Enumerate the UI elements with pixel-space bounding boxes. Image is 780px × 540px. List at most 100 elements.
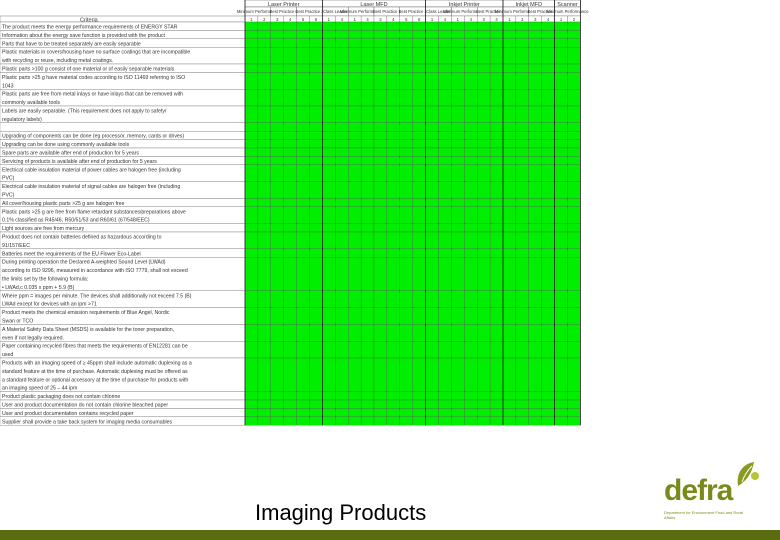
matrix-cell xyxy=(489,122,504,132)
matrix-cell xyxy=(335,231,349,249)
matrix-cell xyxy=(386,416,400,426)
matrix-cell xyxy=(528,416,542,426)
matrix-cell xyxy=(270,122,284,132)
matrix-cell xyxy=(309,198,323,207)
matrix-cell xyxy=(554,357,568,392)
matrix-cell xyxy=(296,156,310,165)
matrix-cell xyxy=(425,341,439,359)
matrix-cell xyxy=(515,30,529,39)
matrix-cell xyxy=(502,206,517,224)
matrix-cell xyxy=(270,416,284,426)
matrix-cell xyxy=(360,63,375,73)
matrix-cell xyxy=(567,147,581,157)
matrix-cell xyxy=(541,223,555,233)
matrix-cell xyxy=(270,139,284,149)
matrix-cell xyxy=(477,341,491,359)
matrix-cell xyxy=(541,290,555,308)
matrix-cell xyxy=(425,47,439,65)
matrix-cell xyxy=(373,122,388,132)
criterion-text: 0.1% classified as R45/46, R50/51/53 and… xyxy=(2,218,150,224)
matrix-cell xyxy=(360,391,375,401)
matrix-cell xyxy=(425,408,439,417)
matrix-cell xyxy=(438,72,452,90)
matrix-cell xyxy=(348,341,362,359)
matrix-cell xyxy=(322,248,336,258)
matrix-cell xyxy=(270,307,284,325)
matrix-cell xyxy=(464,257,478,291)
matrix-cell xyxy=(464,248,478,258)
matrix-cell xyxy=(489,63,504,73)
matrix-cell xyxy=(296,341,310,359)
matrix-cell xyxy=(296,139,310,149)
matrix-cell xyxy=(360,30,375,39)
matrix-cell xyxy=(464,38,478,48)
matrix-cell xyxy=(296,122,310,132)
matrix-cell xyxy=(244,391,259,401)
matrix-cell xyxy=(322,181,336,199)
matrix-cell xyxy=(296,223,310,233)
matrix-cell xyxy=(502,38,517,48)
matrix-cell xyxy=(386,223,400,233)
matrix-cell xyxy=(296,257,310,291)
matrix-cell xyxy=(283,391,297,401)
matrix-cell xyxy=(567,223,581,233)
matrix-cell xyxy=(348,164,362,182)
matrix-cell xyxy=(567,72,581,90)
criteria-header-label: Criteria xyxy=(80,18,99,24)
matrix-cell xyxy=(412,206,426,224)
matrix-cell xyxy=(502,30,517,39)
matrix-cell xyxy=(515,357,529,392)
matrix-cell xyxy=(464,105,478,123)
criterion-text: an imaging speed of 25 – 44 ipm xyxy=(2,386,77,392)
matrix-cell xyxy=(438,248,452,258)
matrix-cell xyxy=(296,290,310,308)
matrix-cell xyxy=(257,206,271,224)
matrix-cell xyxy=(554,290,568,308)
matrix-cell xyxy=(386,198,400,207)
matrix-cell xyxy=(386,122,400,132)
matrix-cell xyxy=(489,408,504,417)
matrix-cell xyxy=(425,131,439,140)
matrix-cell xyxy=(489,399,504,409)
matrix-cell xyxy=(438,30,452,39)
matrix-cell xyxy=(554,307,568,325)
matrix-cell xyxy=(567,63,581,73)
matrix-cell xyxy=(373,248,388,258)
matrix-cell xyxy=(541,248,555,258)
matrix-cell xyxy=(464,164,478,182)
matrix-cell xyxy=(399,181,413,199)
matrix-cell xyxy=(309,139,323,149)
matrix-cell xyxy=(567,105,581,123)
matrix-cell xyxy=(360,307,375,325)
matrix-cell xyxy=(489,72,504,90)
matrix-cell xyxy=(270,147,284,157)
matrix-cell xyxy=(554,89,568,107)
matrix-cell xyxy=(386,206,400,224)
matrix-cell xyxy=(528,139,542,149)
matrix-cell xyxy=(425,38,439,48)
matrix-cell xyxy=(270,89,284,107)
matrix-cell xyxy=(296,206,310,224)
column-header-label: Best Practice 1 xyxy=(270,9,299,14)
matrix-cell xyxy=(567,231,581,249)
matrix-cell xyxy=(502,341,517,359)
matrix-cell xyxy=(270,206,284,224)
matrix-cell xyxy=(567,290,581,308)
matrix-cell xyxy=(528,231,542,249)
matrix-cell xyxy=(528,131,542,140)
matrix-cell xyxy=(348,139,362,149)
matrix-cell xyxy=(348,248,362,258)
matrix-cell xyxy=(528,21,542,31)
matrix-cell xyxy=(283,63,297,73)
matrix-cell xyxy=(296,198,310,207)
matrix-cell xyxy=(335,89,349,107)
matrix-cell xyxy=(257,257,271,291)
matrix-cell xyxy=(373,290,388,308)
matrix-cell xyxy=(244,131,259,140)
matrix-cell xyxy=(541,324,555,342)
matrix-cell xyxy=(360,416,375,426)
matrix-cell xyxy=(373,89,388,107)
criterion-text: Plastic materials in covers/housing have… xyxy=(2,50,190,56)
matrix-cell xyxy=(567,198,581,207)
matrix-cell xyxy=(528,357,542,392)
